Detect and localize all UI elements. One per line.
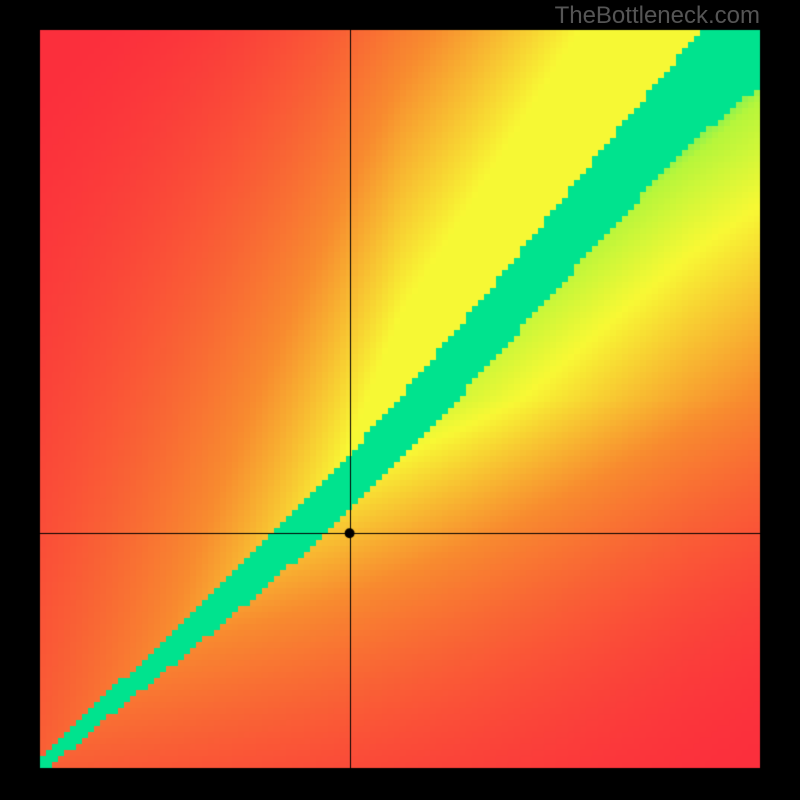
chart-container: TheBottleneck.com xyxy=(0,0,800,800)
attribution-text: TheBottleneck.com xyxy=(555,2,760,30)
bottleneck-heatmap xyxy=(0,0,800,800)
